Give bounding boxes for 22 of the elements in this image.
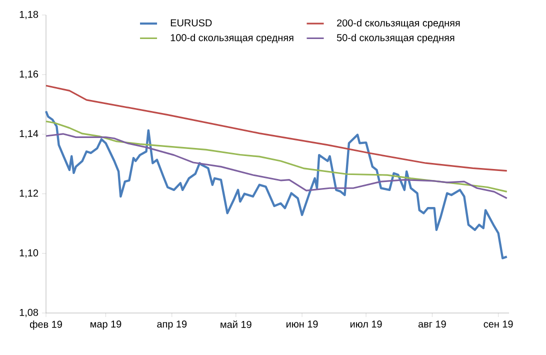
legend-label: 50-d скользящая средняя (336, 34, 454, 44)
line-series (45, 133, 508, 200)
y-tick-label: 1,16 (20, 70, 38, 79)
legend-label: 200-d скользящая средняя (337, 19, 460, 28)
x-tick-label: апр 19 (157, 320, 187, 330)
y-tick-label: 1,14 (20, 130, 38, 138)
x-tick-label: фев 19 (30, 320, 62, 330)
line-series (44, 110, 508, 260)
x-tick-label: май 19 (220, 320, 252, 328)
line-series (45, 120, 508, 193)
y-tick-label: 1,18 (20, 10, 38, 20)
legend-label: EURUSD (170, 19, 212, 26)
y-tick-label: 1,08 (20, 308, 38, 318)
x-tick-label: июл 19 (350, 320, 382, 328)
x-tick-label: сен 19 (484, 320, 513, 328)
x-tick-label: июн 19 (286, 320, 318, 328)
y-tick-label: 1,12 (20, 190, 38, 198)
x-tick-label: мар 19 (90, 320, 122, 330)
legend-label: 100-d скользящая средняя (170, 34, 294, 44)
x-tick-label: авг 19 (418, 320, 446, 328)
line-series (45, 84, 508, 172)
y-tick-label: 1,10 (20, 249, 38, 258)
